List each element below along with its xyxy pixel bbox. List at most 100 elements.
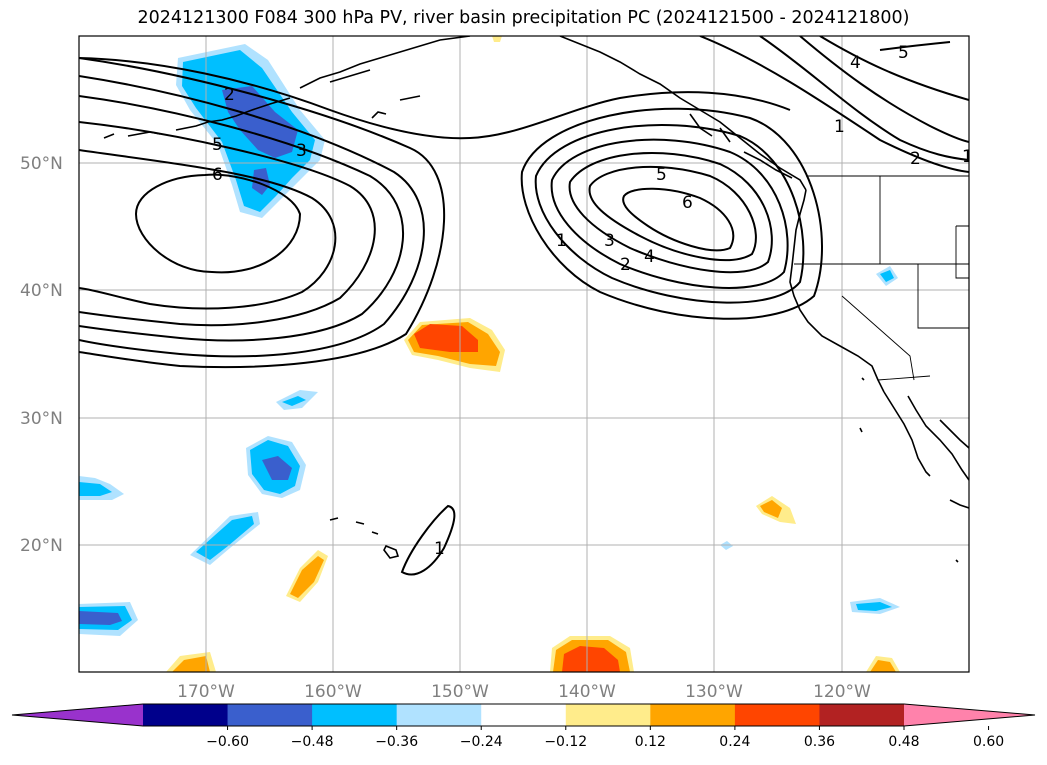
negative-patch-31n-inner	[282, 396, 306, 406]
mexico-coast	[939, 419, 969, 509]
graticule	[79, 36, 969, 672]
colorbar-box	[396, 704, 482, 726]
contour-label: 5	[212, 135, 223, 155]
colorbar-extend-high	[904, 704, 1035, 726]
state-borders	[841, 176, 969, 381]
colorbar-box	[734, 704, 820, 726]
contour-label: 4	[644, 247, 655, 267]
alaska-coast	[299, 36, 471, 119]
pv-contour-ne-2	[759, 36, 969, 161]
contour-label: 2	[620, 255, 631, 275]
pv-contour-ne-4	[819, 36, 969, 101]
pv-contour-west-5	[79, 149, 337, 310]
political-borders	[794, 175, 969, 381]
contour-label: 5	[898, 43, 909, 63]
positive-patch-bottom-118w-inner	[870, 660, 896, 672]
pv-contour-west-6	[134, 173, 302, 274]
pv-contour-east-6	[622, 187, 735, 252]
contour-label: 6	[682, 193, 693, 213]
colorbar-tick-label: −0.12	[544, 734, 587, 750]
pv-contour-ne-5	[879, 41, 951, 51]
pv-contour-ne-3	[799, 36, 969, 143]
pv-contour-east-4	[568, 152, 773, 274]
colorbar: −0.60 −0.48 −0.36 −0.24 −0.12 0.12 0.24 0.36 0.4…	[11, 703, 1036, 750]
colorbar-box	[312, 704, 398, 726]
positive-patch-top-148w	[492, 36, 502, 42]
contour-label: 4	[850, 53, 861, 73]
contour-label: 1	[962, 147, 973, 167]
southeast-alaska-coast	[559, 36, 807, 191]
colorbar-tick-label: 0.24	[719, 734, 750, 750]
latitude-labels: 50°N 40°N 30°N 20°N	[20, 154, 63, 556]
hawaii-islands	[329, 517, 400, 559]
positive-patch-37n-core	[414, 324, 478, 352]
colorbar-tick-label: −0.24	[460, 734, 503, 750]
precip-shading	[79, 36, 900, 672]
pv-contour-east-5	[588, 165, 757, 261]
pv-contour-bridge	[79, 57, 791, 140]
pv-contour-west-1	[79, 57, 445, 369]
positive-patch-bottom-140w-core	[562, 646, 620, 672]
longitude-labels: 170°W 160°W 150°W 140°W 130°W 120°W	[177, 682, 871, 702]
negative-patch-west-24n-inner	[79, 482, 112, 496]
map-frame	[78, 35, 970, 673]
us-west-coast	[789, 189, 885, 393]
colorbar-tick-label: 0.36	[804, 734, 835, 750]
lat-label: 30°N	[20, 409, 63, 429]
positive-patch-23n-inner	[760, 500, 782, 518]
contour-label: 3	[604, 231, 615, 251]
plot-title: 2024121300 F084 300 hPa PV, river basin …	[137, 8, 910, 28]
lon-label: 170°W	[177, 682, 235, 702]
pv-contours	[79, 36, 969, 576]
lon-label: 150°W	[431, 682, 489, 702]
pv-contour-west-2	[79, 75, 425, 358]
contour-label: 1	[834, 117, 845, 137]
lat-label: 50°N	[20, 154, 63, 174]
contour-label: 3	[296, 141, 307, 161]
guadalupe-island	[859, 377, 959, 563]
colorbar-box	[650, 704, 736, 726]
colorbar-tick-label: 0.48	[888, 734, 919, 750]
colorbar-tick-label: −0.36	[375, 734, 418, 750]
contour-label: 6	[212, 165, 223, 185]
negative-patch-15n-inner	[856, 602, 892, 611]
contour-labels: 2 3 5 6 1 2 3 4 5 6 1 4 5 1 2 1	[212, 43, 973, 559]
colorbar-box	[143, 704, 229, 726]
colorbar-extend-low	[12, 704, 143, 726]
negative-patch-25n-core	[262, 456, 292, 480]
positive-patch-bottom-170w-inner	[172, 656, 210, 672]
lat-label: 40°N	[20, 281, 63, 301]
lon-label: 160°W	[304, 682, 362, 702]
lon-label: 130°W	[685, 682, 743, 702]
baja-california	[883, 391, 969, 481]
pv-contour-west-4	[79, 121, 376, 327]
positive-patch-17n-inner	[290, 556, 324, 598]
contour-label: 1	[434, 539, 445, 559]
negative-patch-41n-inner	[880, 270, 894, 282]
contour-label: 5	[656, 165, 667, 185]
contour-label: 1	[556, 231, 567, 251]
pv-contour-east-2	[534, 123, 805, 304]
colorbar-box	[227, 704, 313, 726]
lon-label: 140°W	[558, 682, 616, 702]
pv-contour-east-3	[550, 138, 789, 289]
contour-label: 2	[910, 149, 921, 169]
contour-label: 2	[224, 85, 235, 105]
pv-contour-west-3	[79, 95, 404, 342]
colorbar-tick-label: −0.48	[291, 734, 334, 750]
colorbar-box	[565, 704, 651, 726]
colorbar-tick-label: −0.60	[206, 734, 249, 750]
lat-label: 20°N	[20, 536, 63, 556]
colorbar-box	[481, 704, 567, 726]
map-area: 2 3 5 6 1 2 3 4 5 6 1 4 5 1 2 1	[79, 36, 973, 672]
colorbar-tick-label: 0.60	[973, 734, 1004, 750]
negative-patch-west-14n-core	[79, 611, 122, 625]
pv-contour-east-1	[520, 107, 823, 320]
lon-label: 120°W	[813, 682, 871, 702]
colorbar-box	[819, 704, 905, 726]
pv-contour-ne-1	[699, 36, 969, 173]
negative-patch-north-core2	[252, 168, 270, 195]
pv-contour-hawaii-1	[400, 504, 456, 576]
colorbar-tick-label: 0.12	[635, 734, 666, 750]
